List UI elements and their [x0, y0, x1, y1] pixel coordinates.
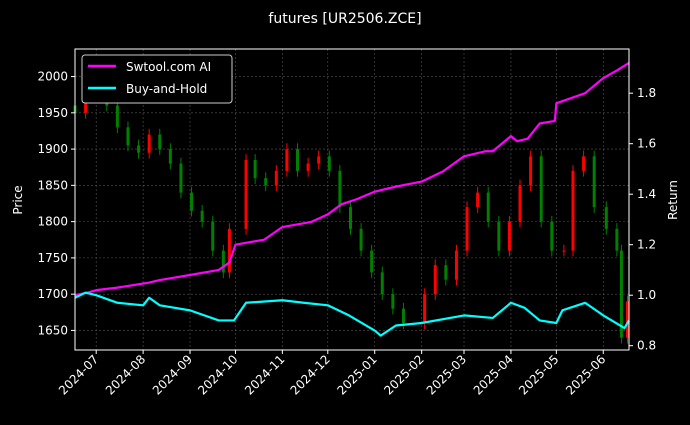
candle-body	[179, 163, 183, 193]
candle-body	[465, 207, 469, 251]
y-tick-label: 1950	[37, 106, 68, 120]
candle-body	[391, 294, 395, 309]
x-tick-label: 2025-04	[471, 352, 516, 397]
x-tick-label: 2024-10	[195, 352, 240, 397]
x-tick-label: 2024-09	[150, 352, 195, 397]
candle-body	[619, 250, 623, 338]
strategy-line	[74, 61, 630, 297]
y2-tick-label: 1.0	[637, 288, 656, 302]
y-axis-left: 1650 1700 1750 1800 1850 1900 1950 2000	[37, 70, 75, 337]
buy-and-hold-line	[74, 291, 630, 337]
candle-body	[625, 301, 629, 338]
x-tick-label: 2024-12	[288, 352, 333, 397]
x-tick-label: 2024-07	[56, 352, 101, 397]
candle-body	[137, 145, 141, 153]
y-tick-label: 2000	[37, 70, 68, 84]
candle-body	[158, 134, 162, 150]
candle-body	[423, 294, 427, 324]
candle-body	[539, 156, 543, 222]
candle-body	[244, 159, 248, 229]
candle-body	[476, 192, 480, 208]
candle-body	[147, 134, 151, 153]
candle-body	[253, 159, 257, 179]
candle-body	[285, 149, 289, 171]
candle-body	[227, 228, 231, 273]
candle-body	[348, 207, 352, 229]
y-tick-label: 1650	[37, 323, 68, 337]
candle-body	[274, 170, 278, 186]
legend-label-buyhold: Buy-and-Hold	[126, 82, 207, 96]
x-tick-label: 2024-11	[242, 352, 287, 397]
candle-body	[615, 228, 619, 251]
y-tick-label: 1700	[37, 287, 68, 301]
y2-tick-label: 1.2	[637, 238, 656, 252]
candle-body	[380, 272, 384, 295]
grid	[75, 49, 629, 350]
candle-body	[433, 265, 437, 295]
candle-body	[168, 149, 172, 164]
candle-body	[317, 156, 321, 164]
legend: Swtool.com AI Buy-and-Hold	[81, 54, 233, 104]
candle-body	[518, 185, 522, 222]
candle-body	[571, 170, 575, 251]
candle-body	[370, 250, 374, 273]
series-lines	[74, 61, 630, 337]
candle-body	[359, 228, 363, 251]
candle-body	[190, 192, 194, 211]
x-tick-label: 2025-05	[516, 352, 561, 397]
y2-tick-label: 1.6	[637, 137, 656, 151]
y-tick-label: 1900	[37, 142, 68, 156]
candle-body	[550, 221, 554, 251]
candle-body	[497, 221, 501, 251]
x-tick-label: 2024-08	[103, 352, 148, 397]
candle-body	[562, 250, 566, 252]
candle-body	[200, 210, 204, 222]
plot-frame	[74, 48, 630, 351]
candle-body	[327, 156, 331, 171]
legend-label-strategy: Swtool.com AI	[126, 60, 211, 74]
candle-body	[582, 156, 586, 171]
candle-body	[401, 308, 405, 324]
candle-body	[507, 221, 511, 251]
candle-body	[264, 178, 268, 186]
candle-body	[115, 105, 119, 128]
x-axis: 2024-07 2024-08 2024-09 2024-10 2024-11 2024-…	[56, 350, 608, 398]
candle-body	[126, 127, 130, 146]
candle-body	[444, 265, 448, 280]
y-axis-right: 0.8 1.0 1.2 1.4 1.6 1.8	[629, 86, 656, 353]
x-tick-label: 2025-01	[334, 352, 379, 397]
y2-axis-label: Return	[666, 180, 680, 220]
x-tick-label: 2025-02	[381, 352, 426, 397]
y2-tick-label: 1.8	[637, 86, 656, 100]
candle-body	[221, 250, 225, 273]
candle-body	[306, 163, 310, 171]
candle-body	[454, 250, 458, 280]
y-tick-label: 1750	[37, 251, 68, 265]
x-tick-label: 2025-06	[563, 352, 608, 397]
candle-body	[604, 207, 608, 229]
x-tick-label: 2025-03	[424, 352, 469, 397]
candle-body	[211, 221, 215, 251]
candle-body	[296, 149, 300, 171]
y2-tick-label: 0.8	[637, 339, 656, 353]
candle-body	[486, 192, 490, 222]
y-tick-label: 1800	[37, 215, 68, 229]
legend-box	[81, 54, 233, 104]
y2-tick-label: 1.4	[637, 187, 656, 201]
y-tick-label: 1850	[37, 178, 68, 192]
candle-body	[338, 170, 342, 208]
chart-title: futures [UR2506.ZCE]	[268, 11, 421, 27]
candle-body	[592, 156, 596, 208]
y-axis-label: Price	[11, 185, 25, 214]
candle-body	[529, 156, 533, 186]
